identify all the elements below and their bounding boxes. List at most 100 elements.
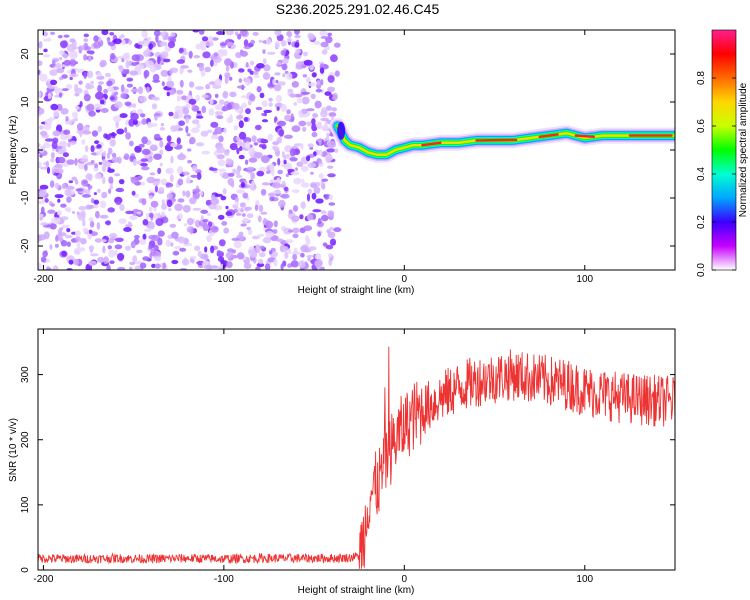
noise-speck	[80, 238, 87, 245]
noise-speck	[257, 233, 265, 237]
noise-speck	[68, 138, 72, 143]
noise-speck	[75, 188, 84, 192]
noise-speck	[206, 212, 212, 217]
noise-speck	[280, 50, 286, 56]
noise-speck	[237, 33, 242, 40]
noise-speck	[38, 143, 41, 147]
noise-speck	[142, 233, 147, 240]
noise-speck	[216, 115, 224, 120]
noise-speck	[320, 79, 324, 86]
noise-speck	[278, 199, 286, 208]
noise-speck	[134, 67, 140, 72]
colorbar-tick-label: 0.8	[696, 71, 707, 85]
noise-speck	[103, 256, 109, 265]
noise-speck	[77, 162, 85, 170]
noise-speck	[108, 41, 116, 47]
noise-speck	[325, 244, 334, 250]
noise-speck	[266, 51, 276, 55]
noise-speck	[47, 92, 52, 100]
noise-speck	[90, 160, 95, 164]
noise-speck	[125, 132, 131, 140]
noise-speck	[49, 180, 55, 188]
noise-speck	[205, 40, 214, 47]
noise-speck	[329, 227, 334, 231]
noise-speck	[52, 130, 61, 137]
noise-speck	[155, 34, 159, 43]
noise-speck	[93, 41, 102, 49]
noise-speck	[243, 117, 249, 122]
noise-speck	[233, 125, 239, 131]
x-tick-label: 0	[402, 274, 408, 285]
noise-speck	[125, 60, 130, 69]
noise-speck	[282, 246, 289, 252]
noise-speck	[171, 231, 179, 239]
noise-speck	[178, 120, 186, 126]
noise-speck	[229, 114, 233, 122]
noise-speck	[71, 50, 78, 58]
noise-speck	[223, 227, 230, 234]
noise-speck	[75, 236, 81, 243]
noise-speck	[66, 241, 71, 247]
snr-x-ticks: -200 -100 0 100	[33, 329, 594, 585]
noise-speck	[249, 60, 255, 66]
noise-speck	[326, 148, 336, 153]
noise-speck	[188, 81, 195, 88]
noise-speck	[71, 118, 76, 124]
noise-speck	[277, 120, 287, 127]
noise-speck	[325, 156, 332, 164]
noise-speck	[286, 72, 293, 80]
noise-speck	[295, 48, 302, 54]
noise-speck	[180, 65, 189, 69]
noise-speck	[187, 148, 192, 152]
noise-speck	[200, 70, 206, 77]
noise-speck	[261, 119, 269, 123]
noise-speck	[217, 159, 226, 167]
noise-speck	[192, 105, 200, 112]
noise-speck	[291, 189, 300, 194]
noise-speck	[151, 96, 160, 101]
noise-speck	[258, 166, 268, 172]
noise-speck	[49, 69, 58, 76]
noise-speck	[59, 57, 63, 61]
noise-speck	[148, 43, 153, 50]
noise-speck	[61, 143, 69, 147]
noise-speck	[99, 214, 109, 219]
noise-speck	[192, 207, 202, 211]
noise-speck	[97, 188, 101, 193]
noise-speck	[251, 180, 255, 189]
snr-x-axis-label: Height of straight line (km)	[298, 585, 415, 596]
noise-speck	[235, 136, 240, 141]
noise-speck	[78, 80, 83, 85]
noise-speck	[90, 80, 94, 85]
noise-speck	[129, 140, 134, 147]
noise-speck	[253, 71, 259, 76]
noise-speck	[63, 34, 70, 38]
noise-speck	[265, 231, 274, 238]
noise-speck	[50, 79, 58, 86]
noise-speck	[88, 245, 95, 251]
noise-speck	[327, 165, 334, 169]
noise-speck	[120, 93, 127, 99]
noise-speck	[319, 160, 322, 164]
noise-speck	[160, 178, 168, 185]
noise-speck	[51, 217, 61, 225]
noise-speck	[119, 204, 125, 211]
noise-speck	[88, 173, 93, 182]
noise-speck	[285, 173, 289, 177]
noise-speck	[97, 84, 102, 93]
noise-speck	[198, 63, 205, 72]
noise-speck	[63, 59, 71, 66]
noise-speck	[200, 45, 207, 51]
noise-speck	[74, 230, 81, 237]
noise-speck	[258, 143, 264, 148]
noise-speck	[141, 148, 151, 155]
noise-speck	[210, 121, 219, 128]
y-tick-label: 100	[20, 496, 31, 513]
noise-speck	[185, 176, 191, 185]
noise-speck	[160, 123, 165, 127]
noise-speck	[60, 108, 69, 115]
noise-speck	[218, 50, 225, 58]
noise-speck	[188, 98, 197, 105]
noise-speck	[324, 121, 328, 130]
